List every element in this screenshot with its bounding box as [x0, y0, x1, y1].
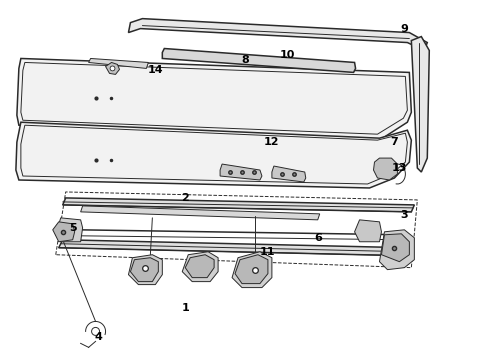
Polygon shape — [63, 198, 415, 212]
Text: 2: 2 — [181, 193, 189, 203]
Text: 11: 11 — [260, 247, 276, 257]
Text: 3: 3 — [400, 210, 408, 220]
Polygon shape — [56, 218, 83, 242]
Polygon shape — [379, 230, 415, 270]
Polygon shape — [53, 222, 74, 242]
Polygon shape — [16, 122, 412, 188]
Polygon shape — [17, 58, 412, 140]
Polygon shape — [412, 37, 429, 172]
Text: 8: 8 — [241, 55, 249, 66]
Polygon shape — [232, 252, 272, 288]
Polygon shape — [59, 240, 407, 256]
Polygon shape — [81, 206, 319, 220]
Text: 7: 7 — [391, 137, 398, 147]
Polygon shape — [128, 19, 427, 50]
Text: 13: 13 — [392, 163, 407, 173]
Text: 6: 6 — [314, 233, 321, 243]
Text: 1: 1 — [181, 302, 189, 312]
Text: 4: 4 — [95, 332, 102, 342]
Text: 12: 12 — [264, 137, 280, 147]
Polygon shape — [162, 49, 356, 72]
Polygon shape — [128, 255, 162, 285]
Text: 10: 10 — [280, 50, 295, 60]
Polygon shape — [130, 258, 158, 282]
Polygon shape — [373, 158, 397, 180]
Polygon shape — [105, 62, 120, 75]
Polygon shape — [89, 58, 148, 68]
Polygon shape — [220, 164, 262, 180]
Circle shape — [110, 66, 115, 71]
Text: 14: 14 — [147, 66, 163, 76]
Polygon shape — [185, 255, 214, 278]
Polygon shape — [272, 166, 306, 182]
Polygon shape — [182, 252, 218, 282]
Polygon shape — [382, 234, 409, 262]
Polygon shape — [355, 220, 382, 242]
Text: 9: 9 — [400, 24, 408, 33]
Polygon shape — [235, 255, 268, 284]
Text: 5: 5 — [69, 223, 76, 233]
